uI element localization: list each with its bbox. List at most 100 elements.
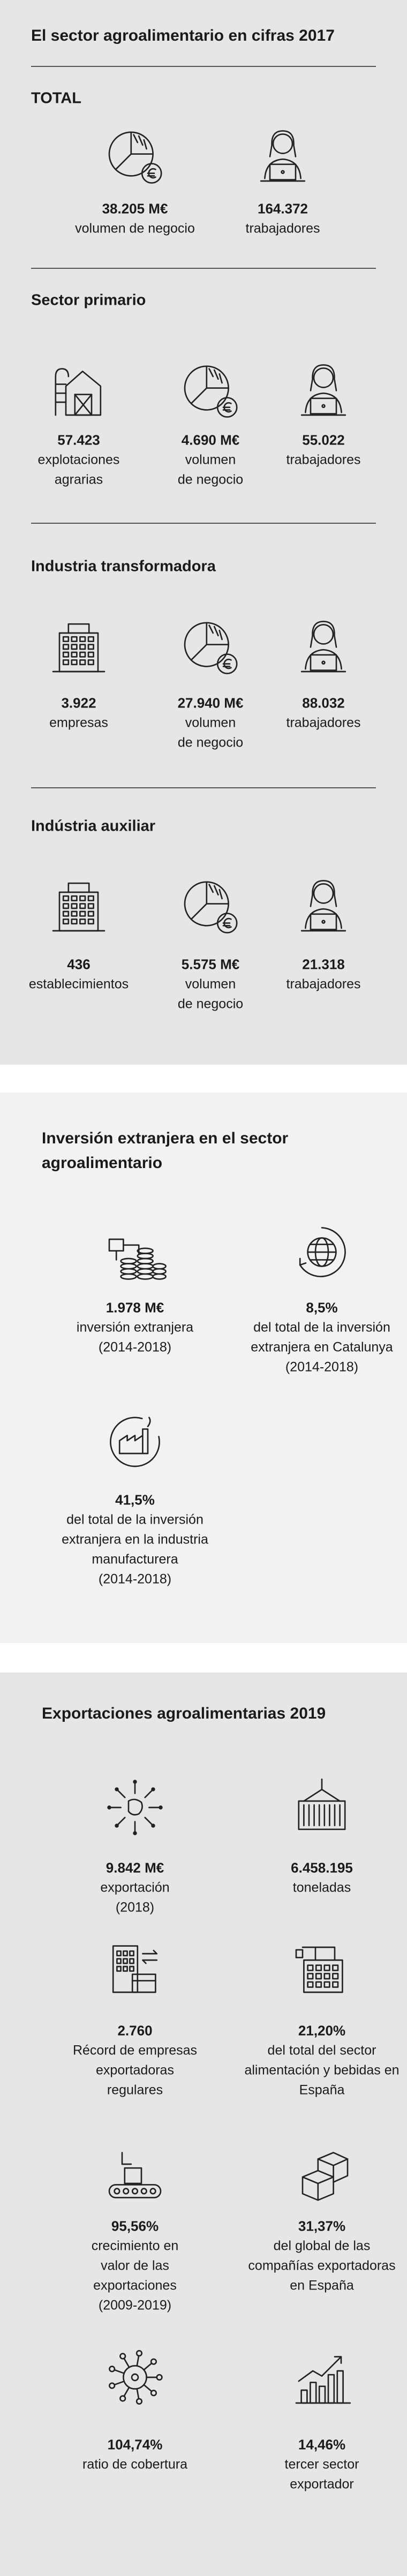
icon-shape — [136, 2355, 140, 2367]
item-label: del total de la inversión — [253, 1320, 390, 1335]
icon-shape — [87, 895, 94, 901]
divider — [31, 787, 376, 788]
icon-shape — [149, 2188, 156, 2195]
item-label: volumen — [185, 976, 236, 992]
icon-shape — [119, 2395, 126, 2402]
icon-shape — [109, 2382, 116, 2389]
icon-shape — [151, 1824, 155, 1828]
icon-shape — [124, 2167, 142, 2185]
group-title: Industria transformadora — [31, 558, 216, 575]
icon-shape — [152, 1263, 167, 1270]
icon-shape — [87, 918, 94, 925]
icon-shape — [332, 1981, 339, 1988]
icon-shape — [190, 881, 229, 920]
item-value: 6.458.195 — [291, 1859, 353, 1876]
item-label: empresas — [49, 715, 108, 730]
icon-shape — [87, 903, 94, 909]
icon-shape — [127, 1798, 143, 1816]
icon-shape — [310, 913, 337, 930]
icon-shape — [313, 883, 334, 904]
icon-shape — [115, 1244, 140, 1261]
group-title: Sector primario — [31, 291, 146, 309]
icon — [302, 2152, 349, 2201]
icon — [112, 1945, 158, 1993]
icon-shape — [299, 1227, 346, 1277]
item-value: 27.940 M€ — [177, 695, 244, 711]
item-value: 436 — [67, 956, 91, 973]
icon-shape — [298, 2356, 342, 2382]
item-label: compañías exportadoras — [248, 2258, 396, 2273]
item-label: de negocio — [177, 472, 244, 487]
icon-shape — [79, 651, 86, 658]
icon-shape — [315, 1972, 322, 1980]
icon-shape — [222, 917, 232, 929]
icon-shape — [108, 1238, 124, 1252]
icon-shape — [79, 910, 86, 917]
item-label: Récord de empresas — [72, 2043, 198, 2058]
item-label: España — [299, 2082, 345, 2098]
icon-shape — [109, 2366, 116, 2372]
icon-shape — [310, 397, 337, 415]
icon-shape — [71, 644, 78, 650]
icon-shape — [133, 134, 147, 150]
icon-shape — [55, 383, 67, 403]
icon-shape — [313, 367, 334, 388]
icon-shape — [323, 1964, 330, 1971]
icon-shape — [119, 2353, 126, 2360]
icon-shape — [143, 2362, 153, 2371]
icon-shape — [151, 1787, 155, 1791]
icon-shape — [120, 1263, 137, 1270]
icon — [300, 621, 346, 673]
icon-shape — [65, 371, 102, 416]
item-label: crecimiento en — [91, 2238, 179, 2254]
icon-shape — [147, 1417, 151, 1427]
icon — [109, 2350, 163, 2405]
icon-shape — [131, 1949, 158, 1982]
item-value: 14,46% — [298, 2436, 346, 2453]
icon-shape — [307, 1244, 337, 1261]
icon-shape — [315, 1981, 322, 1988]
item-label: volumen — [185, 452, 236, 468]
item-value: 3.922 — [61, 695, 96, 711]
group-title: TOTAL — [31, 89, 81, 107]
item-label: exportadoras — [96, 2062, 174, 2078]
icon-shape — [327, 2374, 335, 2404]
icon-shape — [222, 658, 232, 669]
icon-shape — [133, 1831, 137, 1835]
icon-shape — [114, 2381, 125, 2386]
icon-shape — [321, 920, 326, 924]
icon-shape — [131, 2373, 139, 2382]
icon-shape — [310, 880, 337, 907]
icon-shape — [62, 636, 70, 642]
icon-shape — [269, 163, 297, 180]
icon-shape — [79, 895, 86, 901]
icon — [184, 622, 238, 674]
icon-shape — [321, 660, 326, 665]
icon-shape — [112, 1945, 139, 1993]
icon-shape — [156, 2374, 163, 2381]
icon — [52, 623, 105, 673]
icon-shape — [159, 1805, 163, 1810]
icon-shape — [216, 397, 238, 418]
icon-shape — [120, 1273, 137, 1280]
icon-shape — [62, 651, 70, 658]
icon-shape — [123, 2357, 130, 2368]
icon-shape — [305, 392, 342, 413]
divider — [31, 523, 376, 524]
icon-shape — [141, 163, 162, 184]
icon-shape — [123, 1958, 128, 1964]
icon-shape — [62, 659, 70, 666]
icon-shape — [222, 402, 232, 413]
icon-shape — [118, 1428, 149, 1455]
icon-shape — [131, 2188, 139, 2195]
icon-shape — [323, 1972, 330, 1980]
icon-shape — [116, 1965, 122, 1972]
item-label: (2014-2018) — [98, 1571, 172, 1587]
item-label: volumen de negocio — [75, 221, 195, 236]
icon — [108, 131, 162, 184]
icon-shape — [137, 1247, 154, 1254]
divider — [31, 268, 376, 269]
icon-shape — [135, 2398, 143, 2405]
icon-shape — [135, 2350, 143, 2357]
